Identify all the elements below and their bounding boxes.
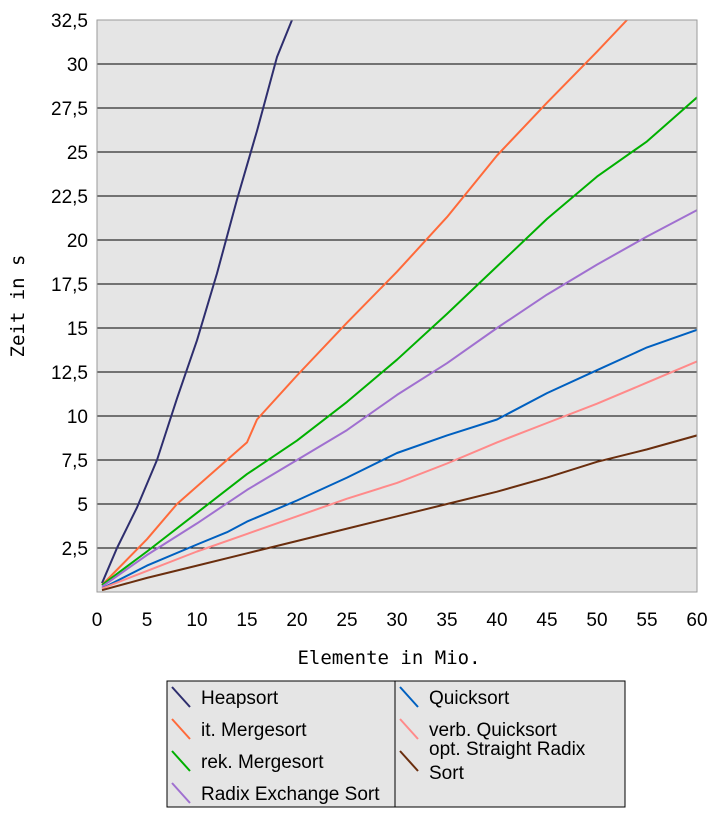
x-tick-label: 0 [92, 610, 103, 631]
x-tick-labels: 0 5 10 15 20 25 30 35 40 45 50 55 60 [92, 610, 708, 631]
x-tick-label: 35 [436, 610, 457, 631]
x-tick-label: 45 [536, 610, 557, 631]
x-tick-label: 30 [386, 610, 407, 631]
legend-swatch [171, 750, 191, 772]
y-tick-label: 15 [67, 319, 88, 340]
plot-border [96, 19, 698, 593]
legend-swatch [399, 750, 419, 772]
legend-swatch [171, 718, 191, 740]
legend-box [166, 680, 626, 808]
legend-swatch [171, 686, 191, 708]
y-tick-label: 7,5 [62, 451, 88, 472]
legend-label: opt. Straight Radix Sort [429, 739, 586, 784]
series-line-6 [101, 360, 697, 590]
x-tick-label: 60 [686, 610, 707, 631]
y-tick-labels: 2,5 5 7,5 10 12,5 15 17,5 20 22,5 25 27,5 30 32,5 [51, 11, 88, 560]
y-tick-label: 22,5 [51, 187, 88, 208]
y-tick-label: 17,5 [51, 275, 88, 296]
y-tick-label: 10 [67, 407, 88, 428]
y-tick-label: 27,5 [51, 99, 88, 120]
x-axis-title: Elemente in Mio. [297, 647, 480, 669]
x-tick-label: 15 [236, 610, 257, 631]
x-tick-label: 55 [636, 610, 657, 631]
y-tick-label: 2,5 [62, 539, 88, 560]
legend-label: rek. Mergesort [201, 752, 324, 773]
y-tick-label: 30 [67, 55, 88, 76]
legend-label: it. Mergesort [201, 720, 307, 741]
y-tick-label: 12,5 [51, 363, 88, 384]
x-tick-label: 25 [336, 610, 357, 631]
x-tick-label: 10 [186, 610, 207, 631]
legend-swatch [399, 718, 419, 740]
legend: Heapsort it. Mergesort rek. Mergesort Radix… [166, 680, 626, 808]
series-line-1 [101, 20, 293, 584]
series-line-2 [101, 20, 628, 586]
legend-swatch [171, 782, 191, 804]
legend-swatch [399, 686, 419, 708]
x-tick-label: 5 [142, 610, 153, 631]
series-line-5 [101, 328, 697, 590]
y-tick-label: 32,5 [51, 11, 88, 32]
y-tick-label: 20 [67, 231, 88, 252]
y-tick-label: 25 [67, 143, 88, 164]
legend-label: Radix Exchange Sort [201, 784, 380, 805]
legend-label: verb. Quicksort [429, 720, 557, 741]
legend-label: Quicksort [429, 688, 510, 709]
y-tick-label: 5 [77, 495, 88, 516]
series-line-7 [101, 434, 697, 592]
x-tick-label: 20 [286, 610, 307, 631]
x-tick-label: 40 [486, 610, 507, 631]
y-axis-title: Zeit in s [7, 255, 29, 358]
legend-label: Heapsort [201, 688, 279, 709]
series-lines [101, 20, 697, 592]
series-line-4 [101, 209, 697, 588]
x-tick-label: 50 [586, 610, 607, 631]
plot-area [97, 20, 697, 592]
series-line-3 [101, 96, 697, 586]
